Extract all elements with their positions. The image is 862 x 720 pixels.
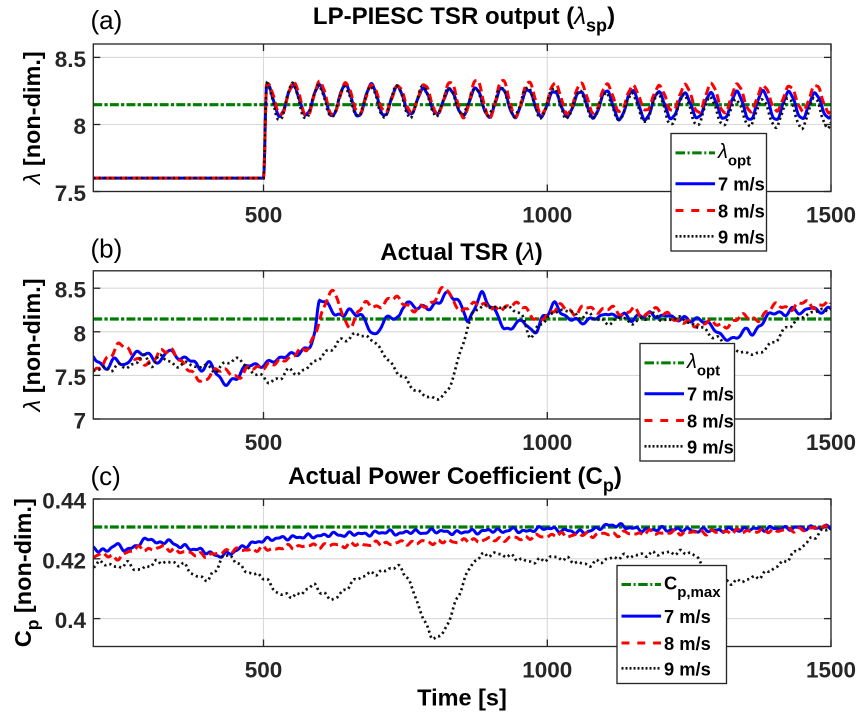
svg-text:λ [non-dim.]: λ [non-dim.]	[19, 51, 45, 186]
svg-text:9 m/s: 9 m/s	[664, 658, 711, 679]
svg-text:λopt: λopt	[686, 351, 720, 380]
svg-text:7: 7	[73, 409, 86, 434]
svg-text:(b): (b)	[91, 234, 123, 264]
svg-text:8 m/s: 8 m/s	[687, 411, 734, 432]
svg-text:8.5: 8.5	[55, 47, 86, 72]
svg-text:Time [s]: Time [s]	[417, 685, 507, 711]
svg-text:λopt: λopt	[717, 141, 751, 170]
svg-text:8: 8	[73, 321, 86, 346]
svg-text:8: 8	[73, 114, 86, 139]
svg-text:1000: 1000	[522, 430, 572, 455]
svg-text:0.4: 0.4	[55, 608, 87, 633]
svg-text:500: 500	[245, 203, 283, 228]
svg-text:1000: 1000	[522, 203, 572, 228]
svg-text:8 m/s: 8 m/s	[718, 201, 765, 222]
svg-text:1500: 1500	[806, 430, 856, 455]
svg-text:7.5: 7.5	[55, 181, 86, 206]
svg-text:1500: 1500	[806, 203, 856, 228]
svg-text:500: 500	[245, 658, 283, 683]
svg-text:9 m/s: 9 m/s	[718, 226, 765, 247]
svg-text:λ [non-dim.]: λ [non-dim.]	[19, 278, 45, 413]
svg-text:8 m/s: 8 m/s	[664, 633, 711, 654]
svg-text:7 m/s: 7 m/s	[687, 384, 734, 405]
svg-text:0.44: 0.44	[42, 489, 86, 514]
svg-text:7 m/s: 7 m/s	[718, 174, 765, 195]
svg-text:7.5: 7.5	[55, 365, 86, 390]
svg-text:8.5: 8.5	[55, 278, 86, 303]
svg-text:1000: 1000	[522, 658, 572, 683]
svg-text:0.42: 0.42	[42, 548, 86, 573]
svg-text:(c): (c)	[91, 461, 121, 491]
svg-text:500: 500	[245, 430, 283, 455]
svg-text:7 m/s: 7 m/s	[664, 606, 711, 627]
svg-text:Cp,max: Cp,max	[664, 573, 721, 602]
svg-text:1500: 1500	[806, 658, 856, 683]
svg-text:9 m/s: 9 m/s	[687, 436, 734, 457]
svg-text:(a): (a)	[91, 5, 123, 35]
svg-text:Actual TSR (λ): Actual TSR (λ)	[380, 239, 543, 266]
